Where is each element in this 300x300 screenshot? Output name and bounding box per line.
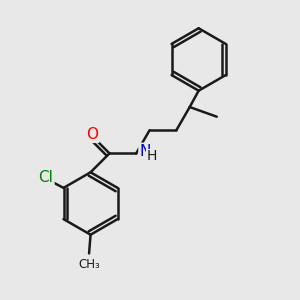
Text: N: N [140,144,151,159]
Text: H: H [146,149,157,163]
Text: O: O [86,127,98,142]
Text: Cl: Cl [38,170,53,185]
Text: CH₃: CH₃ [78,258,100,271]
